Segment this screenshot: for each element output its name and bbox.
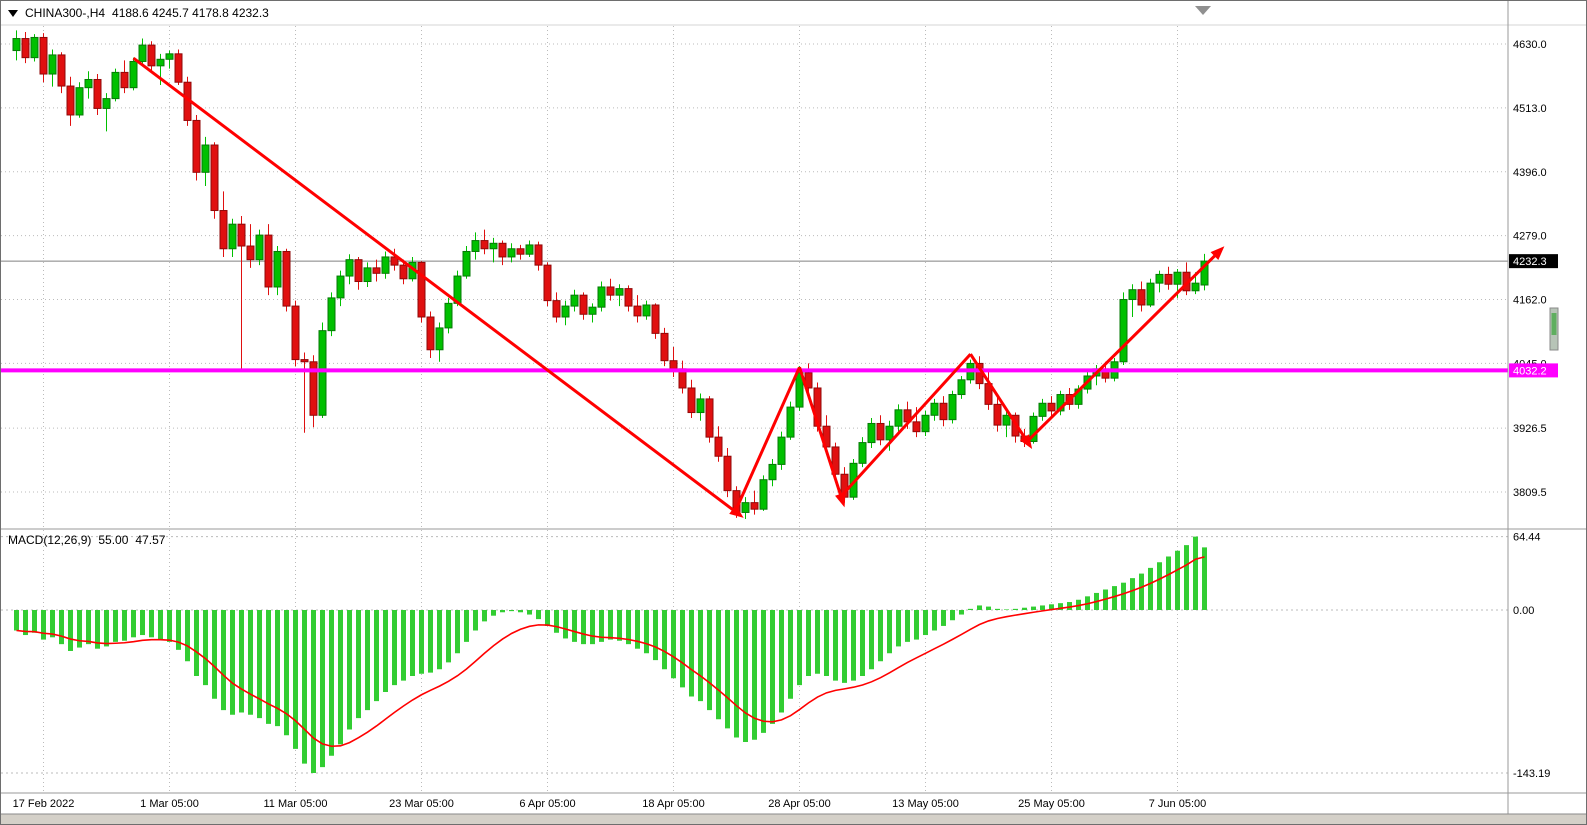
svg-text:23 Mar 05:00: 23 Mar 05:00	[389, 798, 454, 810]
ohlc-values: 4188.6 4245.7 4178.8 4232.3	[112, 6, 269, 20]
svg-text:18 Apr 05:00: 18 Apr 05:00	[642, 798, 704, 810]
svg-text:4630.0: 4630.0	[1513, 39, 1547, 51]
candlestick-series	[12, 30, 1209, 520]
current-price-tag	[1509, 254, 1558, 269]
svg-text:4162.0: 4162.0	[1513, 295, 1547, 307]
trend-arrows[interactable]	[132, 56, 1225, 518]
svg-text:-143.19: -143.19	[1513, 768, 1550, 780]
svg-text:3809.5: 3809.5	[1513, 487, 1547, 499]
symbol-timeframe-label: CHINA300-,H4	[25, 6, 106, 20]
svg-text:3926.5: 3926.5	[1513, 423, 1547, 435]
svg-text:4396.0: 4396.0	[1513, 167, 1547, 179]
svg-text:11 Mar 05:00: 11 Mar 05:00	[263, 798, 327, 810]
svg-text:7 Jun 05:00: 7 Jun 05:00	[1149, 798, 1207, 810]
svg-text:4232.3: 4232.3	[1513, 256, 1547, 268]
svg-text:25 May 05:00: 25 May 05:00	[1018, 798, 1085, 810]
chart-menu-arrow-icon[interactable]	[8, 9, 18, 17]
svg-text:4513.0: 4513.0	[1513, 103, 1547, 115]
svg-text:4032.2: 4032.2	[1513, 365, 1547, 377]
macd-indicator	[14, 536, 1207, 773]
svg-text:17 Feb 2022: 17 Feb 2022	[13, 798, 75, 810]
macd-header: MACD(12,26,9) 55.00 47.57	[8, 533, 165, 547]
svg-text:6 Apr 05:00: 6 Apr 05:00	[519, 798, 575, 810]
svg-text:64.44: 64.44	[1513, 532, 1541, 544]
svg-text:13 May 05:00: 13 May 05:00	[892, 798, 959, 810]
hline-price-tag	[1509, 363, 1558, 378]
svg-text:4279.0: 4279.0	[1513, 231, 1547, 243]
svg-text:28 Apr 05:00: 28 Apr 05:00	[768, 798, 830, 810]
svg-text:0.00: 0.00	[1513, 605, 1534, 617]
axis-labels: 4630.04513.04396.04279.04162.04045.03926…	[13, 39, 1558, 810]
macd-main-value: 55.00	[98, 533, 129, 547]
trend-arrowhead[interactable]	[1210, 246, 1225, 260]
chart-shift-marker-icon[interactable]	[1195, 6, 1211, 15]
chart-header: CHINA300-,H4 4188.6 4245.7 4178.8 4232.3	[8, 6, 269, 20]
macd-signal-value: 47.57	[135, 533, 166, 547]
macd-label: MACD(12,26,9)	[8, 533, 92, 547]
trend-arrowhead[interactable]	[729, 505, 744, 518]
svg-text:1 Mar 05:00: 1 Mar 05:00	[140, 798, 199, 810]
